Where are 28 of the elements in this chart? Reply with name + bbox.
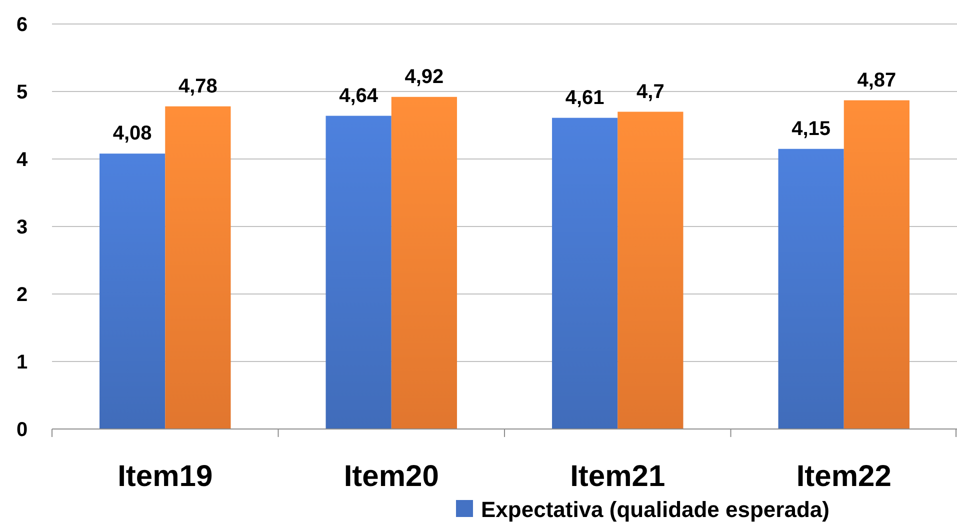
data-label: 4,64 xyxy=(339,84,379,107)
bar xyxy=(326,116,392,429)
y-tick-label: 2 xyxy=(16,284,28,306)
y-tick-label: 4 xyxy=(16,149,28,171)
data-label: 4,15 xyxy=(792,118,831,140)
x-tick-label: Item21 xyxy=(570,460,666,493)
data-label: 4,78 xyxy=(178,75,218,98)
data-label: 4,7 xyxy=(636,80,664,103)
bar xyxy=(618,112,684,429)
y-tick-label: 3 xyxy=(16,216,28,238)
data-label: 4,92 xyxy=(404,66,444,88)
bar xyxy=(552,118,618,429)
data-label: 4,61 xyxy=(565,86,604,109)
bar xyxy=(391,96,457,429)
bar xyxy=(100,154,166,429)
y-tick-label: 0 xyxy=(16,419,28,441)
y-tick-label: 5 xyxy=(16,82,28,104)
x-tick-label: Item19 xyxy=(118,460,213,493)
x-tick-label: Item22 xyxy=(796,460,892,493)
bar xyxy=(778,148,844,429)
data-label: 4,08 xyxy=(112,122,152,145)
x-tick-label: Item20 xyxy=(344,460,439,493)
data-label: 4,87 xyxy=(857,69,896,92)
legend-label: Expectativa (qualidade esperada) xyxy=(481,497,830,522)
bar xyxy=(844,100,910,429)
y-tick-label: 6 xyxy=(16,14,28,36)
bar xyxy=(165,106,231,429)
y-tick-label: 1 xyxy=(16,352,28,374)
